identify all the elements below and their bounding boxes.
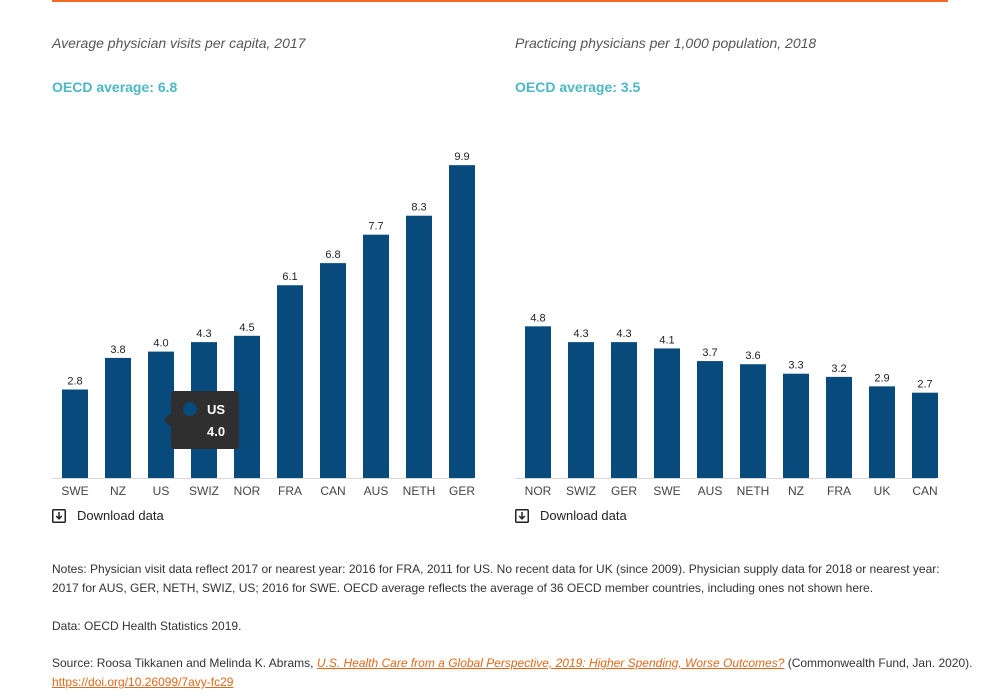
bar-chart-physician-visits: 2.8 SWE 3.8 NZ 4.0 US 4.3 SWIZ 4.5 NOR 6.1 FRA 6.8 CA… xyxy=(52,151,475,498)
data-label: 4.5 xyxy=(239,322,254,334)
source-prefix: Source: Roosa Tikkanen and Melinda K. Ab… xyxy=(52,656,317,670)
data-label: 2.9 xyxy=(874,372,889,384)
download-data-label: Download data xyxy=(540,508,627,523)
x-tick-label: AUS xyxy=(364,484,389,498)
data-label: 4.8 xyxy=(530,312,545,324)
bar-ger[interactable] xyxy=(449,165,475,478)
tooltip-value: 4.0 xyxy=(207,424,226,439)
x-tick-label: AUS xyxy=(698,484,723,498)
data-label: 6.8 xyxy=(325,249,340,261)
data-label: 4.0 xyxy=(153,338,168,350)
x-tick-label: GER xyxy=(611,484,637,498)
x-tick-label: NOR xyxy=(525,484,552,498)
bar-nz[interactable] xyxy=(783,373,809,478)
bar-fra[interactable] xyxy=(277,285,303,478)
top-accent-rule xyxy=(52,0,948,2)
x-tick-label: SWE xyxy=(653,484,680,498)
bar-aus[interactable] xyxy=(697,361,723,478)
data-label: 6.1 xyxy=(282,271,297,283)
bar-tooltip: US 4.0 xyxy=(164,391,239,449)
data-label: 8.3 xyxy=(411,202,426,214)
bar-nz[interactable] xyxy=(105,357,131,478)
oecd-average-label: OECD average: 6.8 xyxy=(52,79,178,95)
download-data-button[interactable]: Download data xyxy=(52,508,164,523)
bar-neth[interactable] xyxy=(406,215,432,478)
data-label: 7.7 xyxy=(368,221,383,233)
chart-title: Average physician visits per capita, 201… xyxy=(52,35,306,51)
bar-swiz[interactable] xyxy=(568,342,594,478)
data-label: 2.7 xyxy=(917,379,932,391)
download-data-label: Download data xyxy=(77,508,164,523)
x-tick-label: SWIZ xyxy=(566,484,596,498)
x-tick-label: FRA xyxy=(278,484,302,498)
data-label: 3.8 xyxy=(110,344,125,356)
chart-panel-physician-visits: Average physician visits per capita, 201… xyxy=(52,30,482,530)
notes-text: Notes: Physician visit data reflect 2017… xyxy=(52,562,940,595)
x-tick-label: NETH xyxy=(403,484,436,498)
data-label: 9.9 xyxy=(454,151,469,163)
bar-nor[interactable] xyxy=(525,326,551,478)
x-tick-label: SWE xyxy=(61,484,88,498)
bar-fra[interactable] xyxy=(826,376,852,478)
data-label: 3.3 xyxy=(788,360,803,372)
bar-uk[interactable] xyxy=(869,386,895,478)
x-tick-label: NETH xyxy=(737,484,770,498)
download-data-button[interactable]: Download data xyxy=(515,508,627,523)
bar-can[interactable] xyxy=(912,392,938,478)
tooltip-series-swatch xyxy=(183,402,197,416)
x-tick-label: UK xyxy=(874,484,891,498)
x-tick-label: CAN xyxy=(912,484,937,498)
bar-aus[interactable] xyxy=(363,234,389,478)
x-tick-label: NZ xyxy=(788,484,804,498)
data-label: 4.3 xyxy=(573,328,588,340)
bar-neth[interactable] xyxy=(740,364,766,478)
chart-title: Practicing physicians per 1,000 populati… xyxy=(515,35,817,51)
x-tick-label: NOR xyxy=(234,484,261,498)
download-icon xyxy=(515,508,529,523)
bar-can[interactable] xyxy=(320,263,346,478)
data-label: 3.6 xyxy=(745,350,760,362)
x-tick-label: CAN xyxy=(320,484,345,498)
data-label: 3.2 xyxy=(831,363,846,375)
data-label: 4.3 xyxy=(196,328,211,340)
doi-link[interactable]: https://doi.org/10.26099/7avy-fc29 xyxy=(52,675,234,689)
data-label: 2.8 xyxy=(67,376,82,388)
x-tick-label: GER xyxy=(449,484,475,498)
bar-swe[interactable] xyxy=(654,348,680,478)
x-tick-label: FRA xyxy=(827,484,851,498)
doi-line: https://doi.org/10.26099/7avy-fc29 xyxy=(52,673,233,692)
download-icon xyxy=(52,508,66,523)
data-label: 3.7 xyxy=(702,347,717,359)
bar-swe[interactable] xyxy=(62,389,88,478)
oecd-average-label: OECD average: 3.5 xyxy=(515,79,641,95)
source-report-link[interactable]: U.S. Health Care from a Global Perspecti… xyxy=(316,656,785,670)
source-suffix: (Commonwealth Fund, Jan. 2020). xyxy=(784,656,973,670)
x-tick-label: SWIZ xyxy=(189,484,219,498)
chart-notes: Notes: Physician visit data reflect 2017… xyxy=(52,560,972,689)
chart-panel-physician-supply: Practicing physicians per 1,000 populati… xyxy=(515,30,945,530)
x-tick-label: NZ xyxy=(110,484,126,498)
data-label: 4.3 xyxy=(616,328,631,340)
data-source-text: Data: OECD Health Statistics 2019. xyxy=(52,619,242,633)
data-label: 4.1 xyxy=(659,334,674,346)
bar-chart-physician-supply: 4.8 NOR 4.3 SWIZ 4.3 GER 4.1 SWE 3.7 AUS 3.6 NETH 3.… xyxy=(515,312,938,498)
bar-ger[interactable] xyxy=(611,342,637,478)
x-tick-label: US xyxy=(153,484,170,498)
source-citation: Source: Roosa Tikkanen and Melinda K. Ab… xyxy=(52,654,972,673)
tooltip-label: US xyxy=(207,402,226,417)
